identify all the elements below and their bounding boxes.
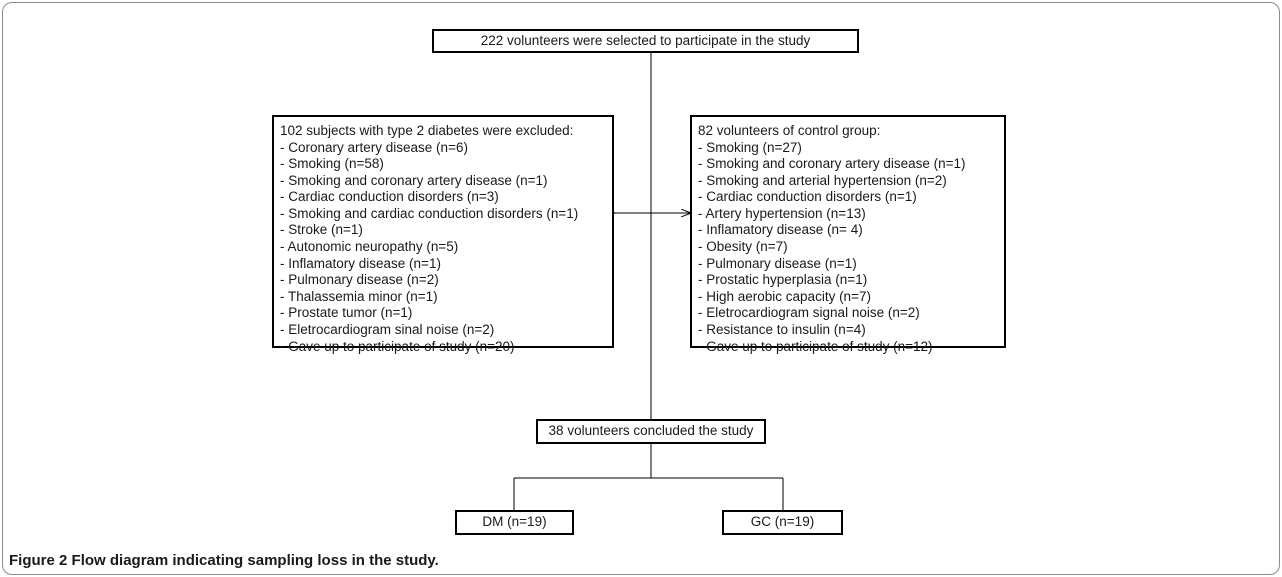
excluded-box: 102 subjects with type 2 diabetes were e…: [272, 115, 614, 354]
list-item: - Inflamatory disease (n= 4): [698, 222, 863, 238]
list-item: - Artery hypertension (n=13): [698, 205, 866, 221]
list-item: - Autonomic neuropathy (n=5): [280, 239, 459, 255]
list-item: - Smoking and cardiac conduction disorde…: [280, 205, 579, 221]
top-box: 222 volunteers were selected to particip…: [432, 29, 859, 53]
figure-caption: Figure 2 Flow diagram indicating samplin…: [9, 552, 439, 569]
top-box-text: 222 volunteers were selected to particip…: [480, 32, 811, 48]
control-list: - Smoking (n=27) - Smoking and coronary …: [698, 140, 1004, 356]
list-item: - Thalassemia minor (n=1): [280, 288, 438, 304]
list-item: - Cardiac conduction disorders (n=3): [280, 189, 499, 205]
list-item: - Eletrocardiogram signal noise (n=2): [698, 305, 920, 321]
dm-box: DM (n=19): [455, 510, 574, 535]
list-item: - Smoking and coronary artery disease (n…: [280, 172, 548, 188]
concluded-box: 38 volunteers concluded the study: [536, 419, 766, 444]
excluded-list: - Coronary artery disease (n=6) - Smokin…: [280, 140, 612, 356]
list-item: - Coronary artery disease (n=6): [280, 139, 468, 155]
caption-text: Flow diagram indicating sampling loss in…: [71, 552, 439, 569]
control-box: 82 volunteers of control group: - Smokin…: [690, 115, 1006, 354]
list-item: - Smoking (n=58): [280, 156, 384, 172]
list-item: - Prostate tumor (n=1): [280, 305, 413, 321]
list-item: - Prostatic hyperplasia (n=1): [698, 272, 868, 288]
excluded-box-title: 102 subjects with type 2 diabetes were e…: [280, 123, 574, 138]
list-item: - Resistance to insulin (n=4): [698, 322, 866, 338]
control-box-title: 82 volunteers of control group:: [698, 123, 881, 138]
list-item: - Gave up to participate of study (n=20): [280, 338, 515, 354]
list-item: - Cardiac conduction disorders (n=1): [698, 189, 917, 205]
gc-box-text: GC (n=19): [750, 514, 815, 530]
gc-box: GC (n=19): [722, 510, 843, 535]
list-item: - Pulmonary disease (n=1): [698, 255, 857, 271]
list-item: - Gave up to participate of study (n=12): [698, 338, 933, 354]
list-item: - Obesity (n=7): [698, 239, 788, 255]
list-item: - Smoking and coronary artery disease (n…: [698, 156, 966, 172]
list-item: - Eletrocardiogram sinal noise (n=2): [280, 322, 495, 338]
list-item: - Stroke (n=1): [280, 222, 363, 238]
list-item: - Inflamatory disease (n=1): [280, 255, 441, 271]
concluded-box-text: 38 volunteers concluded the study: [548, 423, 754, 439]
list-item: - Smoking and arterial hypertension (n=2…: [698, 172, 947, 188]
list-item: - High aerobic capacity (n=7): [698, 288, 871, 304]
caption-label: Figure 2: [9, 552, 68, 569]
dm-box-text: DM (n=19): [482, 514, 547, 530]
list-item: - Smoking (n=27): [698, 139, 802, 155]
list-item: - Pulmonary disease (n=2): [280, 272, 439, 288]
